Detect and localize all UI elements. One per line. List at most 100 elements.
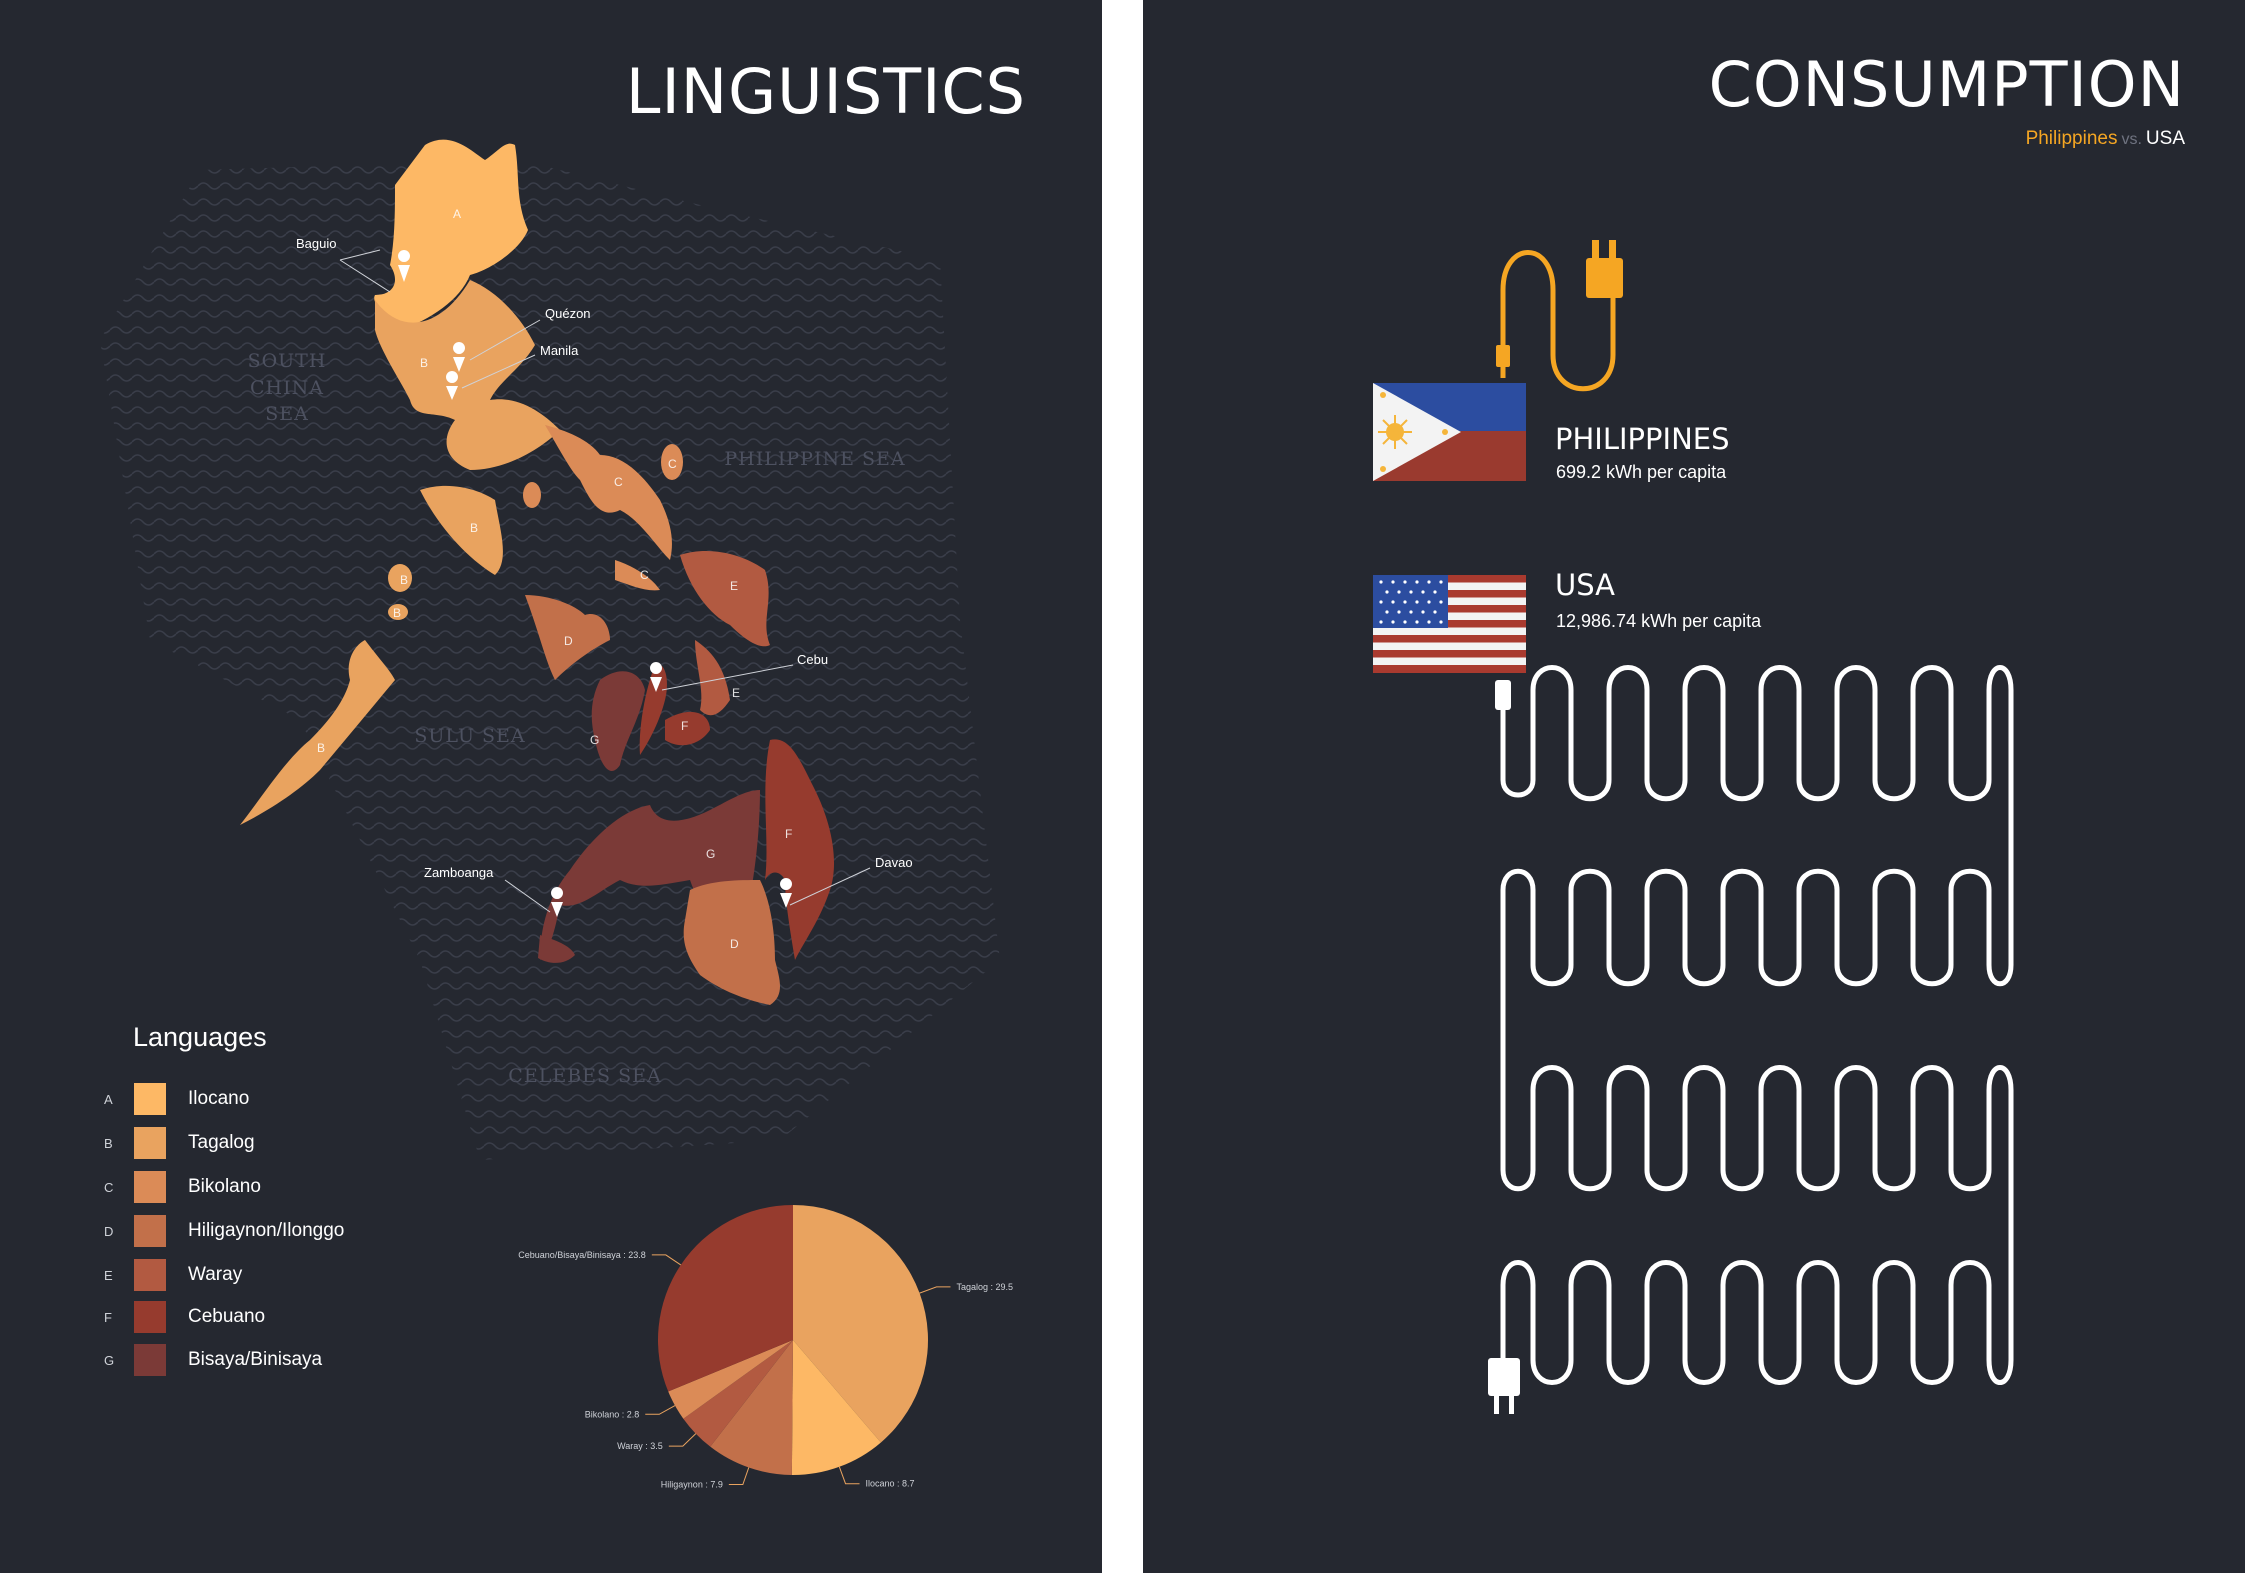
legend-label: Bisaya/Binisaya	[188, 1349, 323, 1370]
subtitle-usa: USA	[2145, 128, 2185, 149]
pie-label: Hiligaynon : 7.9	[661, 1480, 723, 1490]
usa-name: USA	[1555, 568, 1616, 602]
legend-label: Tagalog	[188, 1132, 255, 1153]
pie-leader-line	[668, 1433, 697, 1447]
consumption-subtitle: Philippines vs. USA	[2026, 128, 2185, 150]
subtitle-vs: vs.	[2121, 131, 2142, 148]
region-bikolano-islet	[523, 482, 541, 508]
pie-leader-line	[919, 1286, 951, 1294]
region-label-d-panay: D	[564, 634, 573, 648]
pie-label: Cebuano/Bisaya/Binisaya : 23.8	[518, 1250, 646, 1260]
sulu-sea-label: SULU SEA	[414, 725, 525, 747]
pie-label: Ilocano : 8.7	[866, 1479, 915, 1489]
philippine-sea-label: PHILIPPINE SEA	[724, 448, 905, 470]
legend-item-bisaya: G Bisaya/Binisaya	[104, 1344, 322, 1376]
consumption-graphic	[1373, 240, 2014, 1414]
legend-item-hiligaynon: D Hiligaynon/Ilonggo	[104, 1215, 344, 1247]
plug-prong	[1609, 240, 1616, 260]
cord-connector	[1495, 680, 1511, 710]
region-cebuano-mindanao-east	[765, 739, 835, 960]
map-pin-icon	[453, 342, 466, 372]
region-label-b-islet-1: B	[400, 573, 408, 587]
region-label-d-mindanao: D	[730, 937, 739, 951]
city-label-zamboanga: Zamboanga	[424, 865, 494, 880]
region-label-b-luzon: B	[420, 356, 428, 370]
philippines-name: PHILIPPINES	[1555, 422, 1730, 456]
city-label-davao: Davao	[875, 855, 913, 870]
pie-label: Bikolano : 2.8	[585, 1409, 640, 1419]
cord-connector	[1496, 345, 1510, 367]
pie-label: Waray : 3.5	[617, 1441, 663, 1451]
plug-prong	[1509, 1394, 1514, 1414]
region-bisaya-zamboanga	[538, 935, 575, 963]
region-label-c-masbate: C	[640, 568, 649, 582]
city-label-cebu: Cebu	[797, 652, 828, 667]
map-pin-icon	[780, 878, 793, 908]
legend-letter: C	[104, 1179, 114, 1195]
city-label-baguio: Baguio	[296, 236, 336, 251]
legend-item-bikolano: C Bikolano	[104, 1171, 261, 1203]
legend-swatch	[134, 1259, 166, 1291]
legend-label: Hiligaynon/Ilonggo	[188, 1220, 345, 1241]
city-label-quezon: Quézon	[545, 306, 591, 321]
region-label-g-negros: G	[590, 733, 599, 747]
region-bikolano-masbate	[615, 560, 660, 591]
legend-item-tagalog: B Tagalog	[104, 1127, 255, 1159]
region-label-a: A	[453, 207, 461, 221]
philippines-map: SOUTH CHINA SEA PHILIPPINE SEA SULU SEA …	[100, 139, 1000, 1160]
city-baguio: Baguio	[296, 236, 411, 293]
south-china-sea-label-1: SOUTH	[248, 350, 327, 372]
plug-prong	[1494, 1394, 1499, 1414]
philippines-power-cord	[1496, 240, 1623, 392]
south-china-sea-label-2: CHINA	[250, 377, 324, 399]
region-label-e-samar: E	[730, 579, 738, 593]
region-tagalog-islet-2	[388, 604, 408, 620]
philippines-flag-icon	[1373, 383, 1526, 481]
region-label-c-catanduanes: C	[668, 457, 677, 471]
pie-leader-line	[728, 1467, 750, 1486]
legend-letter: B	[104, 1135, 113, 1151]
pie-slice	[791, 1340, 881, 1475]
region-waray-leyte	[695, 640, 730, 716]
legend-swatch	[134, 1127, 166, 1159]
legend-label: Bikolano	[188, 1176, 261, 1197]
city-quezon: Quézon	[453, 306, 591, 372]
philippines-consumption-value: 699.2 kWh per capita	[1556, 462, 1727, 482]
plug-prong	[1592, 240, 1599, 260]
region-ilocano-north-luzon	[374, 139, 528, 330]
legend-letter: F	[104, 1309, 112, 1325]
legend-title: Languages	[133, 1022, 267, 1052]
region-label-e-leyte: E	[732, 686, 740, 700]
region-tagalog-palawan	[240, 640, 395, 825]
pie-slice	[658, 1205, 793, 1392]
map-pin-icon	[551, 887, 564, 917]
pie-leader-line	[651, 1254, 682, 1266]
legend-item-waray: E Waray	[104, 1259, 242, 1291]
region-waray-samar	[680, 550, 770, 647]
legend-letter: A	[104, 1091, 113, 1107]
city-davao: Davao	[780, 855, 913, 908]
pie-slice	[668, 1340, 793, 1419]
region-bikolano	[545, 425, 672, 560]
legend-swatch	[134, 1301, 166, 1333]
legend-swatch	[134, 1171, 166, 1203]
pie-leader-line	[838, 1466, 860, 1485]
region-label-b-mindoro: B	[470, 521, 478, 535]
language-pie-chart: Tagalog : 29.5 Ilocano : 8.7 Hiligaynon : …	[518, 1205, 1013, 1490]
legend-swatch	[134, 1215, 166, 1247]
usa-power-cord	[1488, 665, 2014, 1414]
legend-item-ilocano: A Ilocano	[104, 1083, 249, 1115]
pie-slice	[793, 1205, 928, 1443]
plug-icon	[1488, 1358, 1520, 1396]
city-zamboanga: Zamboanga	[424, 865, 564, 917]
region-label-f-mindanao: F	[785, 827, 792, 841]
region-tagalog-mindoro	[420, 485, 503, 575]
linguistics-panel: LINGUISTICS SOUTH CHINA SEA PHILIPPINE S…	[0, 0, 1102, 1573]
pie-leader-line	[645, 1405, 676, 1415]
map-pin-icon	[650, 662, 663, 692]
map-pin-icon	[398, 250, 411, 282]
plug-icon	[1586, 258, 1623, 298]
region-bikolano-catanduanes	[661, 444, 683, 480]
city-cebu: Cebu	[650, 652, 828, 692]
consumption-panel: CONSUMPTION Philippines vs. USA	[1143, 0, 2245, 1573]
